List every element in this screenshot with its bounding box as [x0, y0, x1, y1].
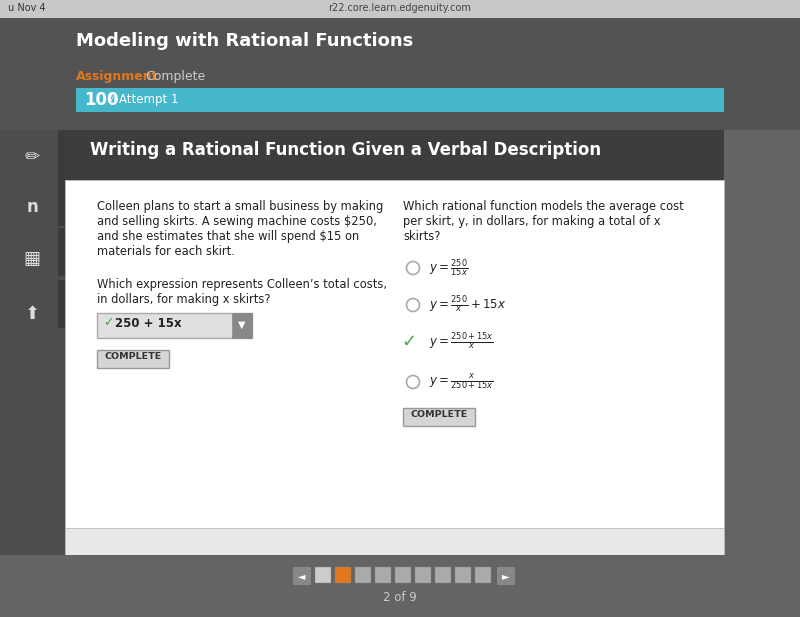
Bar [395, 567, 411, 583]
Text: $y=\frac{250+15x}{x}$: $y=\frac{250+15x}{x}$ [429, 332, 494, 352]
Text: Modeling with Rational Functions: Modeling with Rational Functions [76, 32, 414, 50]
Bar [65, 528, 724, 555]
Bar [435, 567, 451, 583]
Text: ►: ► [502, 571, 510, 581]
Bar [315, 567, 331, 583]
Text: 100: 100 [84, 91, 118, 109]
Text: r22.core.learn.edgenuity.com: r22.core.learn.edgenuity.com [329, 3, 471, 13]
Text: materials for each skirt.: materials for each skirt. [97, 245, 235, 258]
Text: ✓: ✓ [103, 316, 114, 329]
Text: Which expression represents Colleen’s total costs,: Which expression represents Colleen’s to… [97, 278, 387, 291]
Text: Colleen plans to start a small business by making: Colleen plans to start a small business … [97, 200, 383, 213]
Bar [97, 313, 252, 338]
Bar [355, 567, 371, 583]
Text: %: % [107, 93, 118, 103]
Text: Attempt 1: Attempt 1 [119, 93, 178, 106]
Text: ⬆: ⬆ [25, 305, 39, 323]
Bar [335, 567, 351, 583]
Bar [375, 567, 391, 583]
Text: $y=\frac{250}{x}+15x$: $y=\frac{250}{x}+15x$ [429, 295, 506, 315]
Text: Writing a Rational Function Given a Verbal Description: Writing a Rational Function Given a Verb… [90, 141, 601, 159]
Bar [58, 228, 65, 276]
Text: ▼: ▼ [238, 320, 246, 330]
Bar [0, 0, 800, 18]
Bar [58, 280, 65, 328]
Bar [0, 555, 800, 617]
Text: in dollars, for making x skirts?: in dollars, for making x skirts? [97, 293, 270, 306]
Bar [97, 350, 169, 368]
Text: ✏: ✏ [25, 148, 39, 166]
Text: n: n [26, 198, 38, 216]
Text: ▦: ▦ [23, 250, 41, 268]
Bar [415, 567, 431, 583]
Bar [293, 567, 311, 585]
Text: ✓: ✓ [401, 333, 416, 351]
Text: per skirt, y, in dollars, for making a total of x: per skirt, y, in dollars, for making a t… [403, 215, 661, 228]
Bar [497, 567, 515, 585]
Text: $y=\frac{x}{250+15x}$: $y=\frac{x}{250+15x}$ [429, 373, 494, 392]
Text: u Nov 4: u Nov 4 [8, 3, 46, 13]
Text: and she estimates that she will spend $15 on: and she estimates that she will spend $1… [97, 230, 359, 243]
Text: ◄: ◄ [298, 571, 306, 581]
Circle shape [406, 376, 419, 389]
Bar [403, 408, 475, 426]
Text: 250 + 15x: 250 + 15x [115, 317, 182, 330]
Text: Assignment: Assignment [76, 70, 158, 83]
Bar [65, 180, 724, 528]
Circle shape [406, 262, 419, 275]
Text: Which rational function models the average cost: Which rational function models the avera… [403, 200, 684, 213]
Bar [232, 313, 252, 338]
Circle shape [406, 299, 419, 312]
Bar [0, 18, 800, 130]
Bar [65, 130, 724, 180]
Text: 2 of 9: 2 of 9 [383, 591, 417, 604]
Text: skirts?: skirts? [403, 230, 440, 243]
Bar [455, 567, 471, 583]
Text: $y=\frac{250}{15x}$: $y=\frac{250}{15x}$ [429, 257, 468, 279]
Text: Complete: Complete [145, 70, 206, 83]
Text: COMPLETE: COMPLETE [104, 352, 162, 361]
Bar [0, 130, 65, 555]
Text: and selling skirts. A sewing machine costs $250,: and selling skirts. A sewing machine cos… [97, 215, 377, 228]
Bar [475, 567, 491, 583]
Text: COMPLETE: COMPLETE [410, 410, 468, 419]
Bar [58, 130, 65, 178]
Bar [58, 178, 65, 226]
Bar [76, 88, 724, 112]
